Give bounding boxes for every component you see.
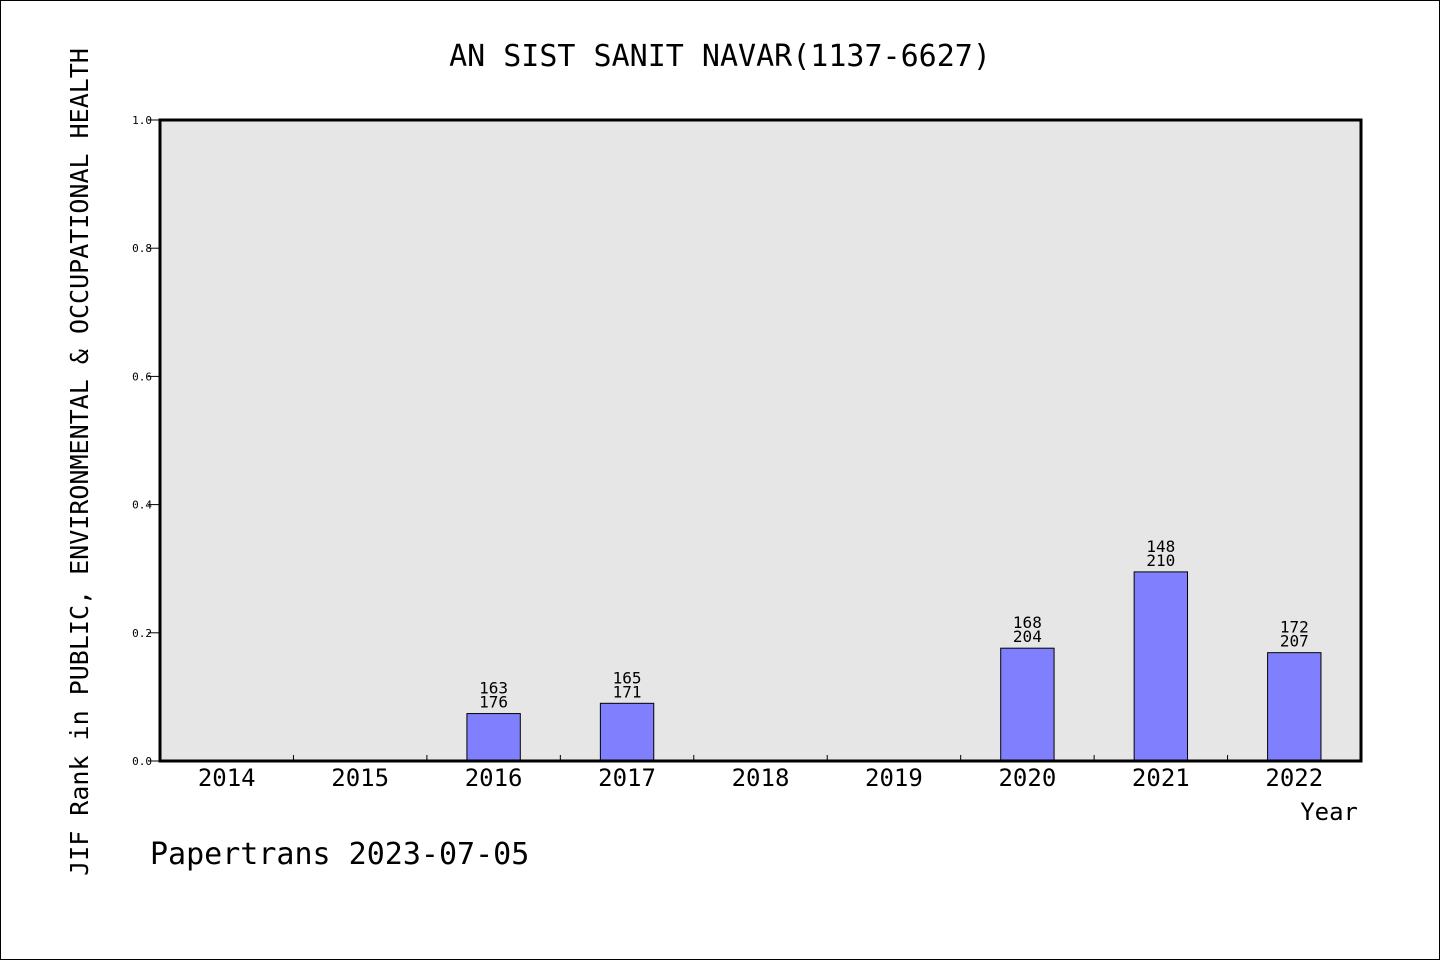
bar-total-label: 176	[479, 693, 508, 712]
x-axis-ticks: 2014 2015 2016 2017 2018 2019 2020 2021 2022	[198, 755, 1323, 792]
y-tick-label: 0.8	[132, 242, 152, 255]
plot-border	[158, 118, 1363, 763]
y-tick-label: 0.6	[132, 370, 152, 383]
bar	[599, 702, 655, 762]
chart-title: AN SIST SANIT NAVAR(1137-6627)	[449, 39, 991, 74]
bar-rank-label: 168	[1013, 613, 1042, 632]
bar-rank-label: 163	[479, 679, 508, 698]
bar	[1133, 571, 1189, 762]
x-tick-label: 2017	[598, 764, 656, 792]
y-tick-label: 0.2	[132, 627, 152, 640]
bar-total-label: 171	[613, 682, 642, 701]
x-tick-label: 2019	[865, 764, 923, 792]
y-tick-label: 0.0	[132, 755, 152, 768]
x-axis-label: Year	[1300, 798, 1358, 826]
y-axis-ticks: 0.0 0.2 0.4 0.6 0.8 1.0	[132, 114, 160, 768]
x-tick-label: 2018	[732, 764, 790, 792]
x-tick-label: 2015	[331, 764, 389, 792]
x-tick-label: 2020	[998, 764, 1056, 792]
x-tick-label: 2021	[1132, 764, 1190, 792]
bar	[1267, 652, 1322, 762]
footer-credit: Papertrans 2023-07-05	[150, 837, 529, 872]
x-tick-label: 2022	[1265, 764, 1323, 792]
bar	[1000, 647, 1055, 762]
y-tick-label: 0.4	[132, 499, 152, 512]
bar-rank-label: 172	[1280, 618, 1309, 637]
y-tick-label: 1.0	[132, 114, 152, 127]
bar	[466, 713, 521, 762]
bar-total-label: 207	[1280, 632, 1309, 651]
x-tick-label: 2016	[465, 764, 523, 792]
bar-rank-label: 148	[1146, 537, 1175, 556]
bar-total-label: 210	[1146, 551, 1175, 570]
bar-total-label: 204	[1013, 627, 1042, 646]
y-axis-label: JIF Rank in PUBLIC, ENVIRONMENTAL & OCCU…	[65, 48, 94, 876]
bar-rank-label: 165	[613, 668, 642, 687]
x-tick-label: 2014	[198, 764, 256, 792]
